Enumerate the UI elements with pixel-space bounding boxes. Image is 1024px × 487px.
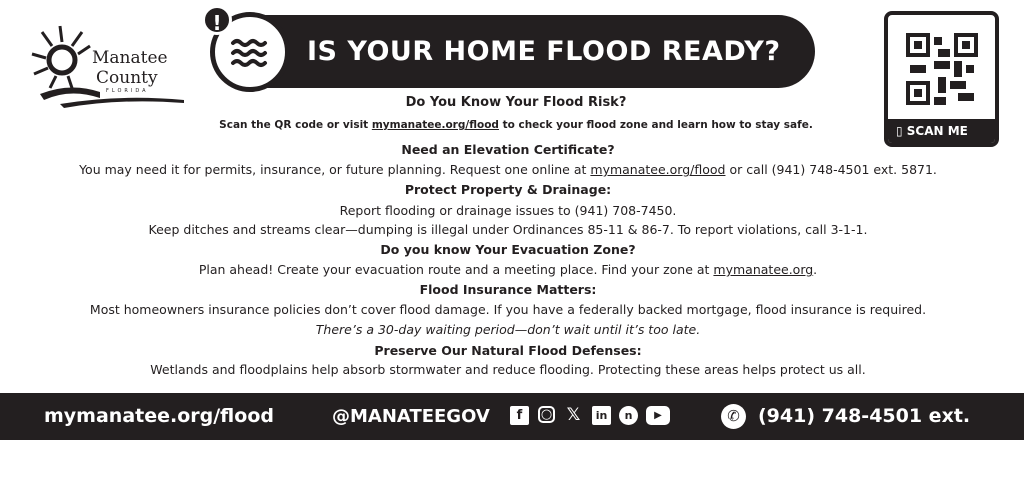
elevation-heading: Need an Elevation Certificate? [401,142,615,157]
intro-heading: Do You Know Your Flood Risk? [405,95,627,110]
logo-text-manatee: Manatee [92,48,168,68]
defenses-text: Wetlands and floodplains help absorb sto… [150,362,866,377]
facebook-icon[interactable]: f [510,406,529,425]
evacuation-heading: Do you know Your Evacuation Zone? [380,242,636,257]
manatee-county-logo: Manatee County FLORIDA [30,22,185,112]
river-swoosh-icon [60,97,184,108]
scan-me-text: SCAN ME [906,124,968,138]
banner-title: IS YOUR HOME FLOOD READY? [265,15,815,88]
elevation-text: You may need it for permits, insurance, … [79,162,937,177]
nextdoor-icon[interactable]: n [619,406,638,425]
x-icon[interactable]: 𝕏 [566,405,581,425]
qr-code-card[interactable]: ▯ SCAN ME [884,11,999,147]
footer-bar: mymanatee.org/flood @MANATEEGOV f ○ 𝕏 in… [0,393,1024,474]
footer-phone[interactable]: (941) 748-4501 ext. 5871 [758,405,971,474]
drainage-text-2: Keep ditches and streams clear—dumping i… [148,222,868,237]
evacuation-link[interactable]: mymanatee.org [713,262,814,277]
linkedin-icon[interactable]: in [592,406,611,425]
footer-website-link[interactable]: mymanatee.org/flood [44,405,274,427]
logo-text-county: County [96,68,158,88]
qr-code-icon [906,33,978,105]
insurance-heading: Flood Insurance Matters: [419,282,597,297]
logo-text-florida: FLORIDA [106,88,149,94]
scan-me-label: ▯ SCAN ME [888,119,995,143]
insurance-text-1: Most homeowners insurance policies don’t… [89,302,927,317]
youtube-icon[interactable]: ▶ [646,406,670,425]
footer-handle: @MANATEEGOV [332,406,490,427]
evacuation-text: Plan ahead! Create your evacuation route… [198,262,818,277]
drainage-heading: Protect Property & Drainage: [404,182,612,197]
defenses-heading: Preserve Our Natural Flood Defenses: [374,343,642,358]
insurance-text-2: There’s a 30-day waiting period—don’t wa… [315,322,701,337]
instagram-icon[interactable]: ○ [538,406,555,423]
phone-icon: ▯ [896,124,907,138]
phone-icon: ✆ [721,404,746,429]
drainage-text-1: Report flooding or drainage issues to (9… [339,203,677,218]
sun-logo-icon [31,25,100,100]
elevation-link[interactable]: mymanatee.org/flood [590,162,726,177]
flood-link[interactable]: mymanatee.org/flood [371,119,499,131]
exclamation-icon: ! [202,5,232,35]
intro-text: Scan the QR code or visit mymanatee.org/… [219,119,813,131]
